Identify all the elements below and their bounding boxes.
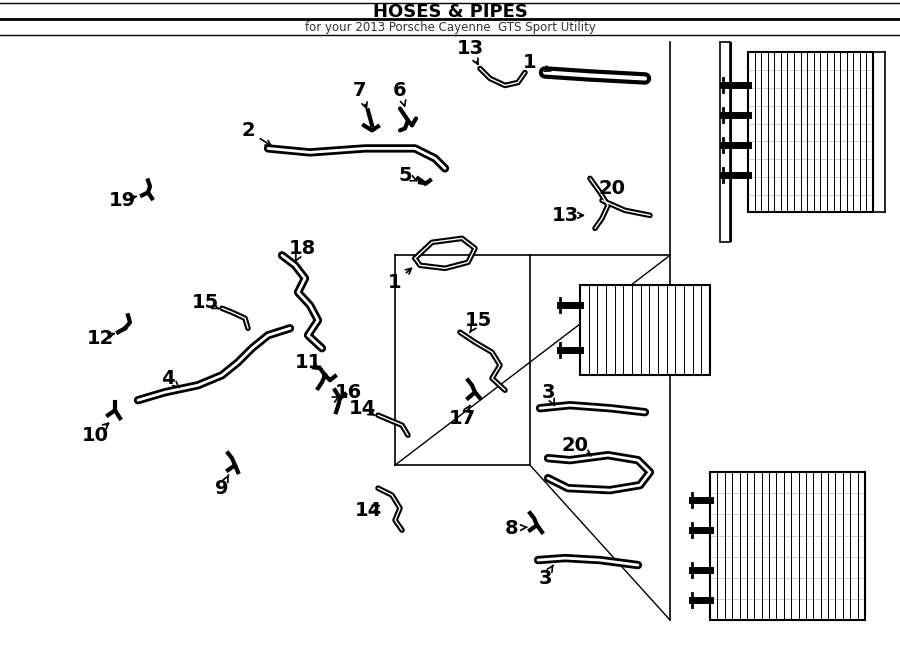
Bar [710,472,865,620]
Text: 16: 16 [335,383,362,402]
Bar [730,42,732,243]
Text: 5: 5 [398,166,412,185]
Text: 8: 8 [505,519,518,537]
Text: 13: 13 [552,206,579,225]
Text: 18: 18 [288,239,316,258]
Text: 2: 2 [241,121,255,140]
Text: 1: 1 [523,53,536,72]
Text: 19: 19 [108,191,136,210]
Text: 14: 14 [355,500,382,520]
Text: 6: 6 [393,81,407,100]
Text: 7: 7 [353,81,367,100]
Bar [580,286,710,375]
Text: 10: 10 [82,426,109,445]
Text: 20: 20 [598,179,625,198]
Text: 14: 14 [348,399,375,418]
Text: 1: 1 [388,273,401,292]
Text: 15: 15 [464,311,491,330]
Text: 13: 13 [456,39,483,58]
Text: 20: 20 [562,436,589,455]
Text: 3: 3 [538,568,552,588]
Bar [748,52,873,212]
Text: 9: 9 [215,479,229,498]
Text: 4: 4 [161,369,175,388]
Text: 17: 17 [448,408,475,428]
Text: 3: 3 [541,383,554,402]
Bar [720,42,730,243]
Text: 15: 15 [192,293,219,312]
Text: for your 2013 Porsche Cayenne  GTS Sport Utility: for your 2013 Porsche Cayenne GTS Sport … [304,21,596,34]
Text: HOSES & PIPES: HOSES & PIPES [373,3,527,20]
Text: 12: 12 [86,329,113,348]
Text: 11: 11 [294,353,321,371]
